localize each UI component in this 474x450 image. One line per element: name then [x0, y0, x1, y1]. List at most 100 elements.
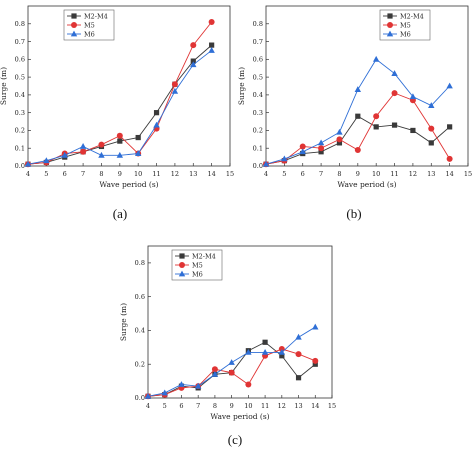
y-tick-label: 0.4	[253, 91, 263, 99]
data-point-m2-m4	[447, 124, 453, 130]
data-point-m6	[79, 143, 87, 149]
data-point-m6	[245, 349, 252, 355]
x-tick-label: 6	[63, 170, 67, 178]
legend-entry: M2-M4	[400, 13, 424, 21]
data-point-m2-m4	[190, 58, 196, 64]
plot-frame	[265, 5, 469, 167]
legend-marker	[179, 262, 185, 268]
x-tick-label: 11	[261, 402, 269, 410]
data-point-m6	[261, 349, 269, 355]
data-point-m2-m4	[209, 42, 215, 48]
y-tick-label: 0.0	[135, 394, 145, 402]
legend-entry: M5	[84, 22, 95, 30]
data-point-m5	[171, 81, 178, 88]
data-point-m5	[190, 42, 197, 49]
y-tick-label: 0.8	[253, 20, 263, 28]
legend-entry: M5	[400, 22, 411, 30]
data-point-m5	[80, 148, 87, 155]
y-tick-label: 0.2	[15, 127, 25, 135]
x-tick-label: 7	[196, 402, 200, 410]
panel-label-b: (b)	[346, 206, 362, 221]
x-tick-label: 10	[244, 402, 252, 410]
data-point-m6	[61, 151, 68, 158]
y-tick-label: 0.3	[15, 109, 25, 117]
data-point-m5	[295, 351, 302, 358]
y-tick-label: 0.4	[135, 327, 145, 335]
x-tick-label: 11	[152, 170, 160, 178]
legend-entry: M6	[192, 271, 203, 279]
data-point-m2-m4	[312, 361, 318, 367]
data-point-m6	[208, 47, 215, 53]
data-point-m2-m4	[153, 110, 160, 116]
legend-marker	[387, 13, 393, 19]
data-point-m5	[318, 145, 325, 152]
legend-entry: M2-M4	[192, 253, 216, 261]
x-tick-label: 12	[171, 170, 179, 178]
x-tick-label: 6	[179, 402, 183, 410]
data-point-m5	[211, 366, 218, 373]
data-point-m6	[391, 70, 398, 76]
x-tick-label: 9	[118, 170, 122, 178]
data-point-m6	[161, 389, 168, 396]
y-tick-label: 0.2	[135, 360, 145, 368]
x-tick-label: 10	[134, 170, 142, 178]
data-point-m6	[317, 139, 325, 146]
x-axis-label: Wave period (s)	[210, 412, 269, 421]
data-point-m2-m4	[410, 127, 416, 134]
x-tick-label: 12	[409, 170, 417, 178]
plot-frame	[147, 245, 333, 399]
series-line-m5	[265, 92, 451, 165]
data-point-m5	[299, 143, 306, 150]
data-point-m2-m4	[262, 339, 268, 345]
x-tick-label: 13	[189, 170, 197, 178]
legend-entry: M6	[84, 31, 95, 39]
data-point-m5	[391, 90, 398, 97]
data-point-m5	[446, 155, 453, 162]
legend-marker	[178, 270, 186, 277]
x-tick-label: 15	[328, 402, 336, 410]
data-point-m6	[372, 55, 380, 62]
data-point-m6	[190, 61, 197, 68]
data-point-m5	[228, 369, 235, 376]
x-tick-label: 8	[337, 170, 341, 178]
data-point-m6	[262, 160, 270, 167]
x-tick-label: 13	[294, 402, 302, 410]
x-tick-label: 10	[372, 170, 380, 178]
data-point-m2-m4	[318, 149, 324, 155]
x-tick-label: 15	[226, 170, 234, 178]
data-point-m6	[428, 102, 435, 108]
data-point-m6	[24, 160, 32, 167]
data-point-m6	[153, 121, 160, 128]
y-tick-label: 0.1	[253, 144, 263, 152]
data-point-m6	[278, 349, 286, 355]
x-tick-label: 7	[81, 170, 85, 178]
legend-entry: M2-M4	[84, 13, 108, 21]
x-axis-label: Wave period (s)	[99, 180, 158, 189]
y-tick-label: 0.6	[135, 293, 145, 301]
legend-marker	[387, 22, 393, 28]
x-axis-label: Wave period (s)	[337, 180, 396, 189]
data-point-m2-m4	[391, 122, 398, 128]
chart-panel-b: 4 5 6 7 8 9 10 11 12 13 14 15 0.0 0.1 0.2 0.3 0.4 0.5 0.6 0…	[237, 5, 472, 189]
x-tick-label: 14	[311, 402, 319, 410]
x-tick-label: 5	[163, 402, 167, 410]
y-tick-label: 0.6	[15, 56, 25, 64]
x-tick-label: 9	[356, 170, 360, 178]
series-line-m6	[27, 50, 212, 165]
legend-marker	[386, 30, 394, 37]
x-tick-label: 4	[26, 170, 30, 178]
x-tick-label: 14	[207, 170, 215, 178]
data-point-m2-m4	[373, 124, 379, 130]
x-tick-label: 13	[427, 170, 435, 178]
y-tick-label: 0.3	[253, 109, 263, 117]
y-tick-label: 0.0	[15, 162, 25, 170]
x-tick-label: 14	[445, 170, 453, 178]
y-axis-label: Surge (m)	[0, 67, 8, 105]
x-tick-label: 8	[99, 170, 103, 178]
y-axis-label: Surge (m)	[119, 303, 128, 341]
legend-marker	[179, 253, 185, 259]
y-tick-label: 0.5	[15, 73, 25, 81]
